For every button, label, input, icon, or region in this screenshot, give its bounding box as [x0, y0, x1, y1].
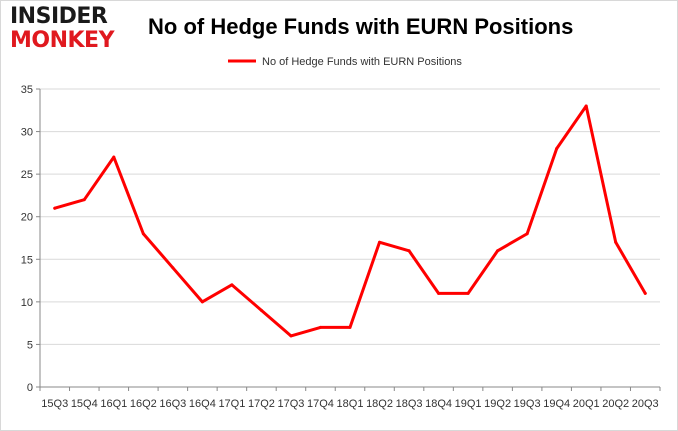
insider-monkey-logo: INSIDER MONKEY: [10, 6, 130, 52]
x-tick-label: 19Q3: [514, 398, 541, 410]
x-tick-label: 19Q2: [484, 398, 511, 410]
y-tick-label: 35: [21, 84, 33, 96]
y-tick-label: 30: [21, 127, 33, 139]
chart-title: No of Hedge Funds with EURN Positions: [148, 14, 574, 39]
data-point: [555, 147, 559, 151]
data-point: [230, 283, 234, 287]
data-point: [348, 325, 352, 329]
y-tick-label: 20: [21, 212, 33, 224]
x-tick-label: 15Q4: [71, 398, 98, 410]
data-point: [318, 325, 322, 329]
x-tick-label: 16Q1: [100, 398, 127, 410]
data-point: [289, 334, 293, 338]
x-tick-label: 16Q2: [130, 398, 157, 410]
x-tick-label: 17Q1: [218, 398, 245, 410]
data-point: [200, 300, 204, 304]
data-point: [437, 291, 441, 295]
x-tick-label: 15Q3: [41, 398, 68, 410]
x-tick-label: 20Q1: [573, 398, 600, 410]
x-tick-label: 18Q3: [396, 398, 423, 410]
x-tick-label: 20Q2: [602, 398, 629, 410]
x-tick-label: 18Q2: [366, 398, 393, 410]
x-tick-label: 18Q1: [337, 398, 364, 410]
data-point: [407, 249, 411, 253]
data-point: [643, 291, 647, 295]
x-tick-label: 20Q3: [632, 398, 659, 410]
data-point: [466, 291, 470, 295]
data-point: [171, 266, 175, 270]
data-point: [525, 232, 529, 236]
x-tick-label: 17Q2: [248, 398, 275, 410]
x-tick-label: 17Q3: [277, 398, 304, 410]
y-tick-label: 15: [21, 254, 33, 266]
data-point: [141, 232, 145, 236]
x-tick-label: 17Q4: [307, 398, 334, 410]
data-point: [614, 240, 618, 244]
x-tick-label: 16Q4: [189, 398, 216, 410]
logo-text-top: INSIDER: [10, 4, 108, 29]
data-point: [112, 155, 116, 159]
legend-label: No of Hedge Funds with EURN Positions: [262, 56, 462, 68]
x-tick-label: 16Q3: [159, 398, 186, 410]
data-point: [259, 308, 263, 312]
x-tick-label: 19Q1: [455, 398, 482, 410]
data-point: [378, 240, 382, 244]
y-tick-label: 5: [27, 339, 33, 351]
y-tick-label: 25: [21, 169, 33, 181]
data-point: [584, 104, 588, 108]
data-point: [82, 198, 86, 202]
y-tick-label: 0: [27, 382, 33, 394]
x-tick-label: 19Q4: [543, 398, 570, 410]
y-tick-label: 10: [21, 297, 33, 309]
logo-text-bottom: MONKEY: [10, 28, 115, 53]
x-tick-label: 18Q4: [425, 398, 452, 410]
data-point: [496, 249, 500, 253]
data-point: [53, 206, 57, 210]
